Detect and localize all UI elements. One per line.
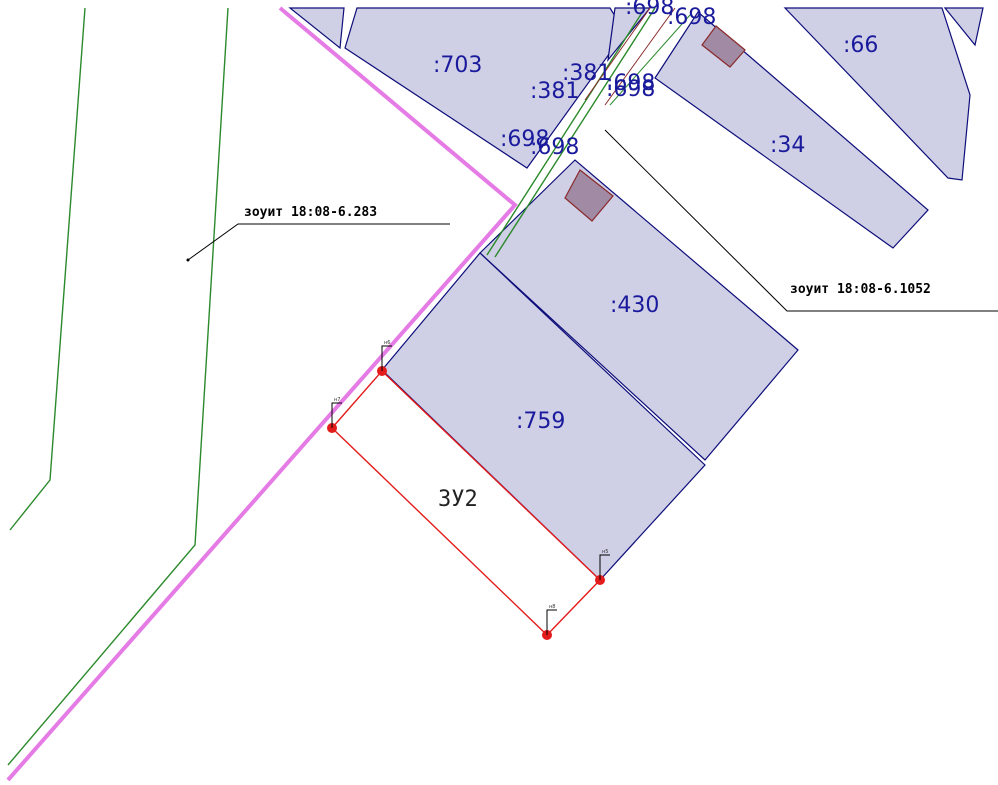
parcel-label-381-a: :381: [562, 61, 611, 86]
parcel-label-698-mid: :698: [606, 77, 655, 102]
zone-right-leader: [604, 129, 998, 312]
zone-left-leader: [187, 223, 450, 261]
strip-green-3: [609, 14, 691, 106]
strip-lines: [486, 7, 691, 258]
parcel-label-698-mid2: :698: [606, 71, 655, 96]
parcel-label-34: :34: [770, 133, 805, 158]
parcel-label-703: :703: [433, 53, 482, 78]
strip-red-2: [604, 7, 676, 106]
strip-green-2: [494, 7, 656, 258]
parcels-layer: [288, 7, 984, 581]
zone-label-left: зоуит 18:08-6.283: [244, 205, 377, 220]
parcel-label-430: :430: [610, 293, 659, 318]
parcel-label-698-low2: :698: [530, 135, 579, 160]
vertex-n5-label: н5: [602, 549, 608, 555]
vertices: н6 н7 н8 н5: [327, 340, 610, 640]
vertex-n5-tick: [599, 554, 610, 580]
parcel-corner[interactable]: [943, 7, 984, 47]
vertex-n8-label: н8: [549, 604, 555, 610]
vertex-n6-label: н6: [384, 340, 390, 346]
parcel-430[interactable]: [479, 159, 799, 461]
vertex-n7-tick: [331, 402, 342, 428]
vertex-n8-tick: [546, 609, 557, 635]
zone-boundary-lines: [7, 7, 229, 766]
building-1: [701, 25, 746, 68]
parcel-label-381-b: :381: [530, 79, 579, 104]
strip-red-1: [584, 7, 651, 101]
zone-left-leader-dot: [186, 258, 190, 262]
zone-line-2: [7, 7, 229, 766]
parcel-label-66: :66: [843, 33, 878, 58]
parcel-label-698-top2: :698: [667, 5, 716, 30]
parcel-66[interactable]: [783, 7, 971, 181]
strip-green-1: [486, 7, 646, 256]
new-parcel-label: ЗУ2: [438, 487, 478, 512]
zone-label-right: зоуит 18:08-6.1052: [790, 282, 931, 297]
parcel-703[interactable]: [344, 7, 626, 169]
parcel-label-759: :759: [516, 409, 565, 434]
parcel-label-698-top: :698: [625, 0, 674, 20]
building-2: [564, 169, 614, 222]
parcel-label-698-low: :698: [500, 127, 549, 152]
parcel-34[interactable]: [654, 11, 929, 249]
parcel-sliver[interactable]: [288, 7, 345, 50]
vertex-n6-tick: [381, 345, 392, 371]
vertex-n7-label: н7: [334, 397, 340, 403]
boundary-line: [6, 6, 518, 782]
zone-line-1: [9, 7, 86, 531]
